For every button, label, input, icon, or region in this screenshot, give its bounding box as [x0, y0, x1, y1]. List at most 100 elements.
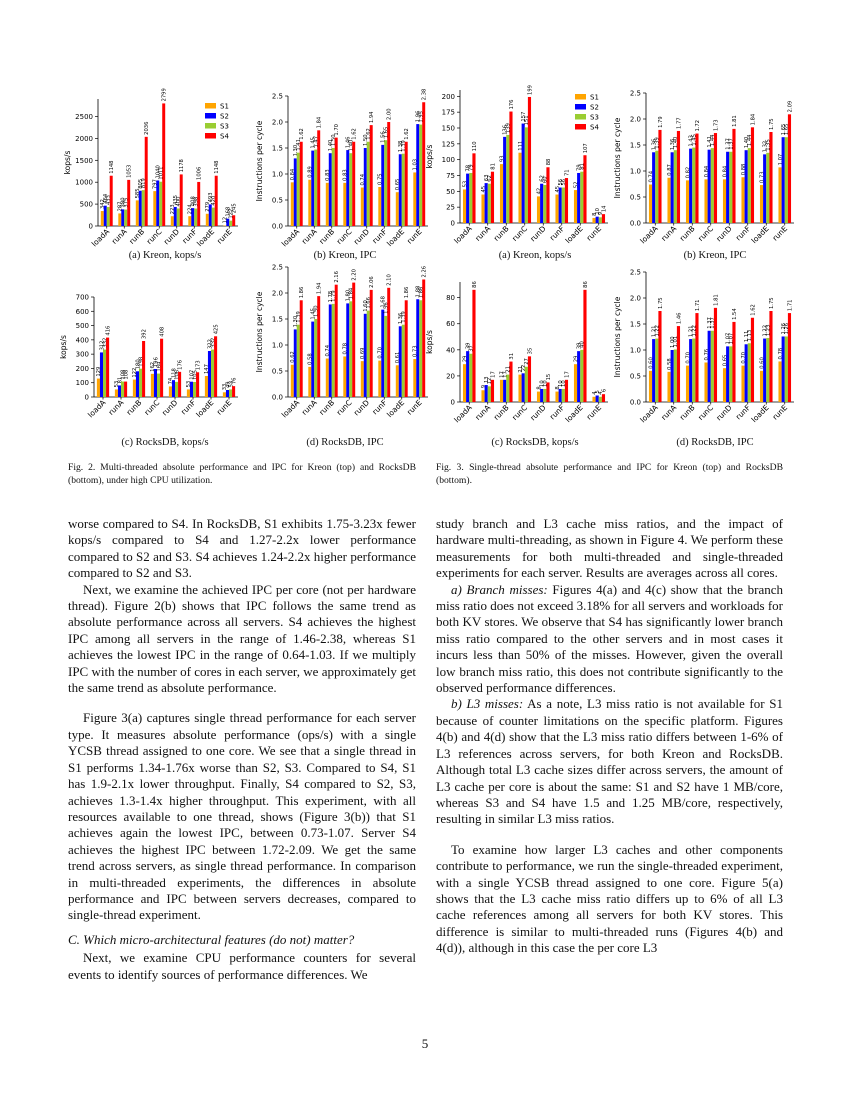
bar-s2: [558, 187, 562, 223]
bar-value-label: 1.50: [314, 305, 320, 317]
y-tick-label: 200: [442, 93, 455, 101]
bar-s4: [713, 307, 718, 402]
bar-s4: [750, 127, 755, 223]
bar-s3: [747, 343, 751, 402]
section-heading: C. Which micro-architectural features (d…: [68, 931, 355, 947]
bar-s2: [540, 388, 544, 402]
bar-s1: [222, 392, 226, 397]
x-tick-label: runA: [473, 223, 493, 243]
y-tick-label: 2.5: [272, 264, 283, 272]
bar-s2: [208, 204, 212, 226]
x-tick-label: loadA: [280, 226, 302, 248]
bar-value-label: 2.06: [369, 276, 375, 288]
x-tick-label: runA: [659, 223, 679, 243]
bar-s3: [598, 217, 602, 223]
bar-value-label: 1.75: [769, 118, 775, 130]
x-tick-label: runE: [585, 403, 604, 422]
bar-value-label: 1.37: [707, 317, 713, 329]
paragraph: study branch and L3 cache miss ratios, a…: [436, 516, 783, 581]
bar-value-label: 1.81: [732, 115, 738, 127]
y-tick-label: 25: [446, 204, 455, 212]
bar-value-label: 224: [188, 204, 194, 215]
bar-s2: [363, 148, 367, 226]
y-tick-label: 600: [76, 308, 89, 316]
bar-s2: [707, 330, 711, 402]
x-tick-label: runC: [510, 224, 529, 243]
bar-s2: [503, 136, 507, 223]
x-tick-label: loadA: [86, 397, 108, 419]
bar-s2: [226, 218, 230, 226]
bar-value-label: 1.62: [404, 128, 410, 140]
bar-value-label: 1.78: [328, 291, 334, 303]
bar-s1: [168, 386, 172, 397]
bar-s4: [109, 175, 113, 226]
bar-value-label: 400: [176, 197, 182, 207]
bar-value-label: 1.72: [695, 120, 701, 132]
bar-value-label: 4: [598, 391, 604, 395]
bar-value-label: 380: [121, 197, 127, 207]
y-tick-label: 50: [446, 188, 455, 196]
bar-value-label: 0.87: [667, 164, 673, 176]
bar-value-label: 199: [527, 85, 533, 95]
x-tick-label: runC: [696, 224, 715, 243]
bar-s4: [352, 282, 356, 397]
bar-s2: [744, 150, 748, 223]
bar-s3: [193, 382, 197, 397]
bar-s3: [229, 220, 233, 226]
bar-s4: [676, 326, 681, 402]
bar-value-label: 162: [150, 362, 156, 372]
bar-value-label: 81: [117, 377, 123, 384]
bar-s3: [175, 381, 179, 397]
y-tick-label: 0.0: [272, 223, 283, 231]
bar-value-label: 2.09: [787, 101, 793, 113]
bar-s3: [710, 330, 714, 402]
bar-value-label: 1.23: [766, 324, 772, 336]
x-tick-label: runE: [771, 224, 790, 243]
x-tick-label: loadA: [638, 223, 660, 245]
bar-value-label: 312: [99, 341, 105, 351]
bar-s2: [652, 152, 656, 223]
bar-s1: [114, 389, 118, 397]
bar-s3: [296, 152, 300, 226]
bar-s1: [536, 196, 541, 223]
bar-value-label: 107: [583, 143, 589, 153]
bar-s1: [648, 184, 653, 223]
legend-swatch: [575, 94, 586, 100]
bar-value-label: 0.73: [759, 171, 765, 183]
bar-s2: [595, 395, 599, 402]
bar-s4: [732, 128, 736, 223]
bar-s4: [387, 287, 391, 397]
bar-value-label: 0.84: [722, 165, 728, 177]
bar-value-label: 1.40: [349, 140, 355, 152]
bar-value-label: 62: [487, 175, 493, 182]
bar-s3: [580, 171, 584, 223]
bar-value-label: 164: [156, 361, 162, 372]
x-tick-label: loadE: [385, 227, 406, 248]
bar-s4: [127, 179, 131, 226]
bar-value-label: 1.03: [413, 159, 419, 171]
bar-value-label: 1.07: [725, 333, 731, 345]
bar-s2: [363, 313, 367, 397]
legend-label: S1: [590, 94, 599, 102]
bar-s1: [481, 194, 485, 223]
bar-value-label: 1.45: [311, 308, 317, 320]
bar-s3: [349, 153, 353, 226]
bar-value-label: 1.36: [651, 139, 657, 151]
bar-s3: [561, 187, 565, 223]
y-axis-label: Instructions per cycle: [613, 117, 622, 198]
bar-value-label: 0.58: [308, 353, 314, 365]
bar-s2: [689, 148, 693, 223]
y-tick-label: 1.0: [630, 347, 641, 355]
bar-s4: [369, 125, 373, 226]
bar-s2: [135, 371, 139, 397]
y-tick-label: 100: [76, 379, 89, 387]
bar-value-label: 45: [555, 186, 561, 193]
y-tick-label: 2.0: [272, 290, 283, 298]
bar-s1: [135, 200, 139, 226]
bar-s4: [124, 381, 128, 397]
bar-s2: [328, 153, 332, 226]
bar-s1: [704, 179, 708, 223]
bar-value-label: 322: [207, 339, 213, 349]
x-tick-label: runC: [335, 227, 354, 246]
bar-value-label: 1.84: [750, 113, 756, 125]
